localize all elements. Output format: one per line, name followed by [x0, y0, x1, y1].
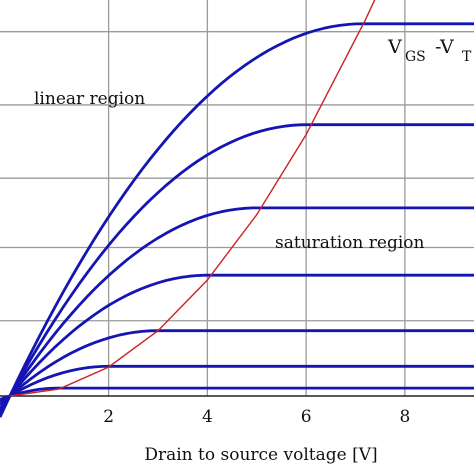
- curve-4: [0, 329, 474, 407]
- curve-6: [0, 386, 474, 401]
- x-tick-label-2: 6: [301, 407, 312, 427]
- vgs-label-dash: -V: [435, 36, 454, 58]
- linear-region-label: linear region: [34, 89, 145, 109]
- curve-group: [0, 22, 474, 418]
- tick-label-group: 2 4 6 8: [103, 407, 410, 427]
- saturation-boundary-curve: [9, 0, 376, 397]
- grid: [0, 0, 474, 397]
- vgs-label-gs: GS: [405, 49, 426, 65]
- curve-1: [0, 123, 474, 416]
- boundary-group: [9, 0, 376, 397]
- curve-5: [0, 364, 474, 404]
- vgs-label-v: V: [387, 36, 402, 58]
- curve-3: [0, 273, 474, 410]
- x-tick-label-1: 4: [202, 407, 213, 427]
- curve-0: [0, 22, 474, 418]
- x-axis-title: Drain to source voltage [V]: [144, 445, 377, 465]
- x-tick-label-3: 8: [399, 407, 410, 427]
- saturation-region-label: saturation region: [275, 233, 424, 253]
- curve-2: [0, 206, 474, 413]
- x-tick-label-0: 2: [103, 407, 114, 427]
- vgs-label-t: T: [462, 49, 472, 65]
